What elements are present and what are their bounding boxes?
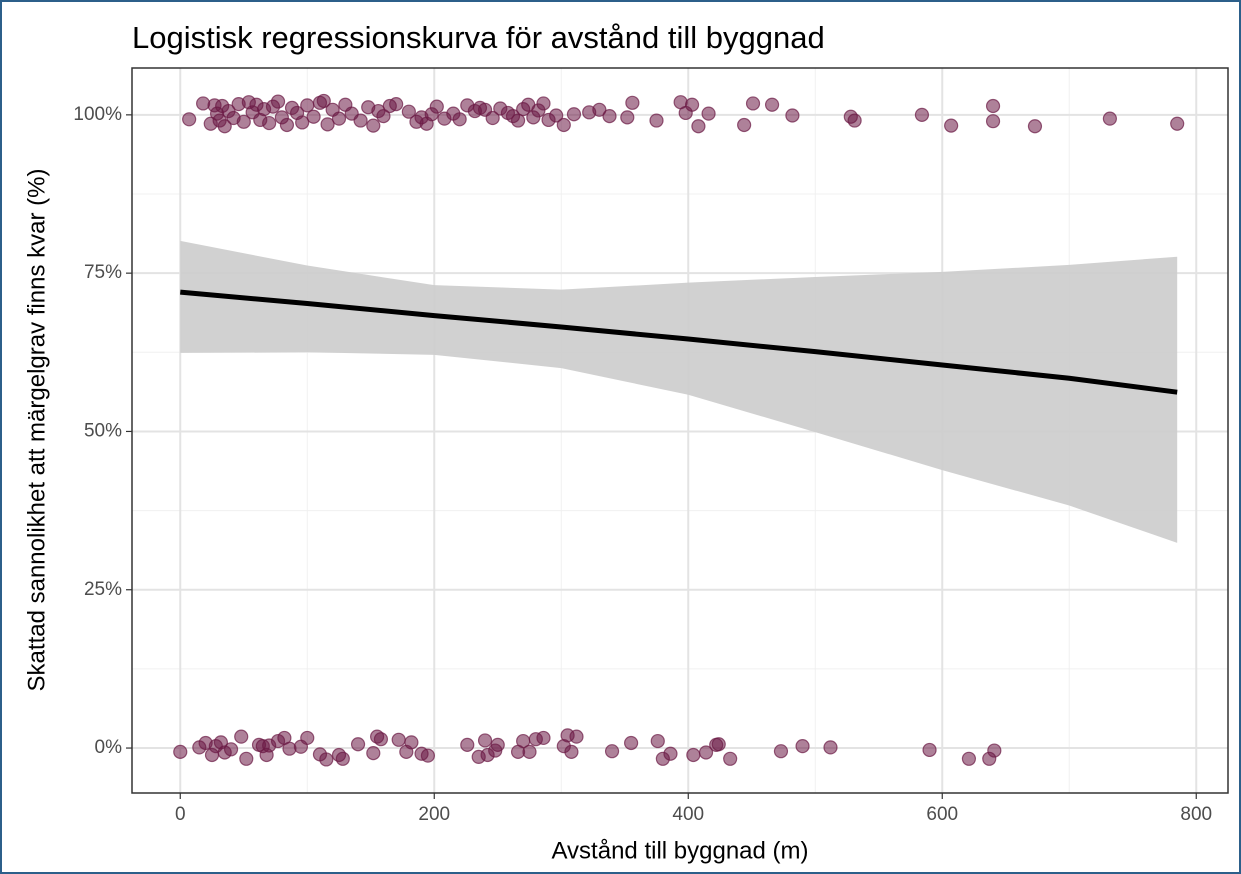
- point: [485, 110, 500, 126]
- point: [420, 748, 436, 763]
- point: [1027, 119, 1043, 134]
- point: [737, 117, 752, 133]
- point: [944, 118, 959, 133]
- point: [182, 112, 197, 127]
- point: [401, 104, 416, 119]
- point: [306, 109, 321, 124]
- point: [391, 732, 406, 747]
- point: [173, 744, 188, 759]
- point: [987, 743, 1002, 758]
- point: [335, 751, 350, 766]
- point: [566, 107, 582, 122]
- y-tick-label: 0%: [95, 737, 123, 758]
- point: [223, 742, 239, 757]
- point: [270, 94, 286, 109]
- point: [366, 118, 381, 133]
- point: [698, 745, 714, 760]
- point: [536, 730, 551, 746]
- point: [686, 747, 701, 763]
- x-tick-label: 600: [926, 804, 958, 825]
- point: [764, 97, 780, 112]
- point: [477, 733, 493, 748]
- point: [985, 114, 1001, 129]
- point: [295, 115, 310, 130]
- point: [282, 741, 297, 756]
- y-tick-label: 100%: [73, 104, 122, 125]
- point: [331, 111, 347, 126]
- chart-title: Logistisk regressionskurva för avstånd t…: [132, 20, 825, 55]
- point: [914, 107, 930, 122]
- point: [350, 737, 366, 752]
- point: [366, 746, 381, 761]
- point: [536, 96, 551, 111]
- point: [650, 733, 665, 749]
- point: [795, 739, 810, 754]
- point: [279, 117, 295, 133]
- point: [490, 737, 505, 752]
- point: [564, 744, 579, 759]
- point: [985, 98, 1001, 114]
- point: [701, 106, 716, 121]
- point: [711, 737, 726, 752]
- point: [620, 110, 635, 125]
- point: [236, 114, 251, 129]
- y-axis-label: Skattad sannolikhet att märgelgrav finns…: [23, 169, 50, 692]
- point: [389, 96, 404, 112]
- point: [196, 96, 211, 111]
- point: [625, 95, 640, 110]
- point: [262, 115, 277, 131]
- point: [404, 735, 419, 750]
- y-tick-label: 25%: [84, 579, 122, 600]
- point: [823, 740, 838, 755]
- point: [604, 744, 620, 759]
- fit-line: [180, 289, 1178, 395]
- x-tick-label: 400: [672, 804, 704, 825]
- point: [1102, 111, 1117, 126]
- point: [300, 730, 315, 746]
- point: [723, 751, 738, 766]
- point: [460, 737, 475, 752]
- point: [847, 113, 862, 128]
- point: [320, 117, 335, 132]
- point: [373, 732, 389, 747]
- point: [316, 93, 331, 109]
- point: [785, 108, 800, 123]
- point: [429, 99, 444, 114]
- y-tick-label: 75%: [84, 262, 122, 283]
- panel-border: [131, 67, 1229, 794]
- point: [691, 119, 706, 134]
- point: [239, 751, 254, 766]
- point: [961, 751, 977, 766]
- point: [602, 109, 617, 124]
- y-tick-label: 50%: [84, 420, 122, 441]
- x-axis-label: Avstånd till byggnad (m): [551, 837, 808, 864]
- point: [592, 102, 607, 117]
- point: [234, 729, 249, 744]
- point: [624, 735, 639, 751]
- point: [745, 96, 761, 111]
- point: [556, 117, 571, 133]
- point: [569, 729, 584, 744]
- x-tick-label: 800: [1180, 804, 1212, 825]
- point: [663, 746, 678, 761]
- point: [922, 742, 937, 758]
- x-tick-label: 200: [418, 804, 450, 825]
- point: [353, 113, 368, 128]
- x-tick-label: 0: [175, 804, 186, 825]
- point: [649, 113, 664, 128]
- point: [376, 109, 391, 124]
- point: [684, 97, 700, 112]
- point: [773, 744, 789, 759]
- point: [319, 752, 334, 767]
- point: [522, 744, 537, 759]
- point: [549, 108, 564, 123]
- point: [452, 112, 467, 127]
- point: [1170, 116, 1185, 131]
- point: [217, 119, 232, 134]
